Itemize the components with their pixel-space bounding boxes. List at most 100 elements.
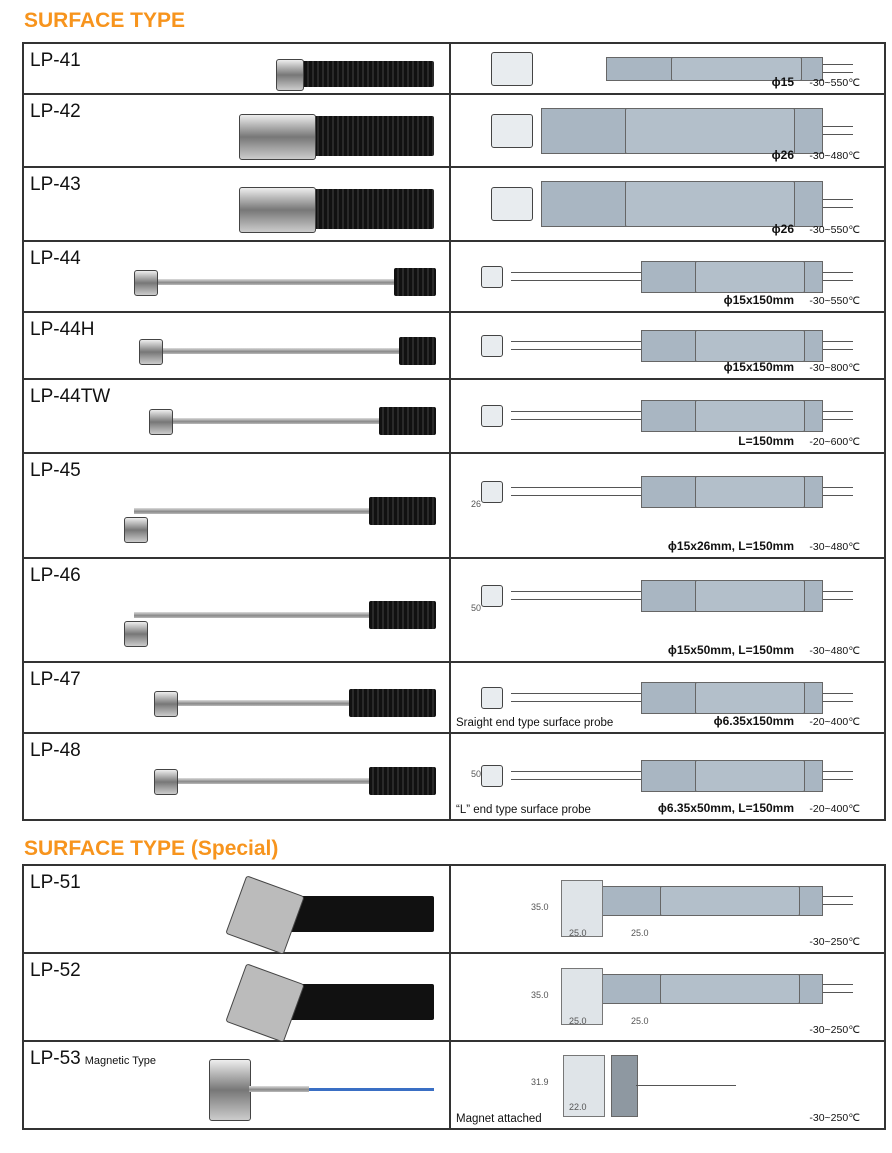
probe-handle <box>299 60 434 87</box>
drawing-rod <box>511 419 641 420</box>
drawing-sleeve <box>695 759 805 792</box>
probe-photo-cell: LP-45 <box>24 454 451 557</box>
drawing-wire <box>823 125 853 127</box>
drawing-caption: “L” end type surface probe <box>456 804 591 816</box>
table-row: LP-43 ϕ26 -30~550℃ <box>24 168 884 242</box>
model-label: LP-46 <box>30 565 81 587</box>
temperature-range: -30~550℃ <box>809 77 860 89</box>
drawing-rod <box>511 279 641 281</box>
drawing-wire <box>823 419 853 420</box>
drawing-end-view <box>491 51 533 86</box>
probe-photo-cell: LP-41 <box>24 44 451 93</box>
drawing-wire <box>823 348 853 350</box>
drawing-sleeve <box>695 475 805 508</box>
drawing-sleeve <box>670 56 802 81</box>
probe-handle <box>369 601 436 629</box>
probe-drawing-cell: ϕ26 -30~480℃ <box>451 95 884 166</box>
dimension-label: 25.0 <box>631 1016 649 1026</box>
model-label: LP-47 <box>30 669 81 691</box>
probe-handle <box>289 896 434 932</box>
probe-photo-cell: LP-44TW <box>24 380 451 452</box>
probe-rod <box>144 278 394 285</box>
temperature-range: -30~250℃ <box>809 1024 860 1036</box>
drawing-sleeve <box>695 580 805 612</box>
spec-label: ϕ15 <box>771 75 794 89</box>
dimension-label: 25.0 <box>569 928 587 938</box>
drawing-rod <box>511 591 641 592</box>
model-name: LP-43 <box>30 174 81 195</box>
temperature-range: -20~400℃ <box>809 803 860 815</box>
dimension-label: 25.0 <box>569 1016 587 1026</box>
model-label: LP-44H <box>30 319 94 341</box>
probe-tip <box>139 338 163 365</box>
probe-drawing-cell: 31.9 22.0 -30~250℃ Magnet attached <box>451 1042 884 1128</box>
temperature-range: -30~480℃ <box>809 541 860 553</box>
drawing-sleeve <box>625 107 795 154</box>
drawing-wire <box>823 896 853 897</box>
drawing-wire <box>823 486 853 488</box>
temperature-range: -30~480℃ <box>809 150 860 162</box>
dimension-label: 31.9 <box>531 1077 549 1087</box>
drawing-wire <box>823 411 853 412</box>
drawing-rod <box>511 271 641 273</box>
drawing-rod <box>511 486 641 488</box>
temperature-range: -30~250℃ <box>809 936 860 948</box>
drawing-wire <box>823 494 853 496</box>
drawing-rod <box>511 770 641 772</box>
probe-tip <box>134 269 158 296</box>
dimension-label: 22.0 <box>569 1102 587 1112</box>
probe-drawing-cell: ϕ15x150mm -30~550℃ <box>451 242 884 311</box>
drawing-end-view <box>491 113 533 148</box>
model-name: LP-47 <box>30 669 81 690</box>
drawing-caption: Magnet attached <box>456 1113 542 1125</box>
probe-photo-cell: LP-42 <box>24 95 451 166</box>
dimension-label: 50 <box>471 603 482 613</box>
table-row: LP-47 ϕ6.35x150mm -20~400℃ Sraight end type… <box>24 663 884 734</box>
spec-label: ϕ6.35x50mm, L=150mm <box>657 801 794 815</box>
spec-label: ϕ26 <box>771 222 794 236</box>
model-label: LP-48 <box>30 740 81 762</box>
spec-label: ϕ15x150mm <box>723 293 794 307</box>
model-name: LP-48 <box>30 740 81 761</box>
drawing-wire <box>823 984 853 985</box>
drawing-wire <box>823 340 853 342</box>
drawing-wire <box>823 271 853 273</box>
probe-drawing-cell: ϕ15 -30~550℃ <box>451 44 884 93</box>
drawing-wire <box>823 591 853 592</box>
drawing-end-view <box>491 187 533 221</box>
model-name: LP-42 <box>30 101 81 122</box>
model-label: LP-52 <box>30 960 81 982</box>
drawing-end-view <box>481 686 503 709</box>
drawing-rod <box>511 340 641 342</box>
drawing-wire <box>636 1085 736 1086</box>
probe-tip <box>239 187 316 233</box>
model-name: LP-41 <box>30 50 81 71</box>
drawing-wire <box>823 207 853 208</box>
probe-handle <box>314 189 434 229</box>
model-note: Magnetic Type <box>84 1055 157 1067</box>
model-name: LP-46 <box>30 565 81 586</box>
surface-type-table: LP-41 ϕ15 -30~550℃ LP-42 ϕ26 -30~480℃ LP-43 ϕ26… <box>22 42 886 821</box>
model-name: LP-45 <box>30 460 81 481</box>
spec-label: ϕ15x50mm, L=150mm <box>667 643 794 657</box>
drawing-wire <box>823 992 853 993</box>
probe-tip <box>225 963 305 1043</box>
model-name: LP-53 <box>30 1048 81 1069</box>
probe-handle <box>349 688 436 717</box>
drawing-sleeve <box>695 329 805 362</box>
model-name: LP-52 <box>30 960 81 981</box>
temperature-range: -20~600℃ <box>809 436 860 448</box>
probe-cable <box>309 1088 434 1091</box>
model-label: LP-42 <box>30 101 81 123</box>
probe-drawing-cell: ϕ26 -30~550℃ <box>451 168 884 240</box>
probe-rod <box>164 777 369 784</box>
probe-drawing-cell: 50 ϕ15x50mm, L=150mm -30~480℃ <box>451 559 884 661</box>
probe-handle <box>369 766 436 795</box>
probe-tip <box>124 516 148 543</box>
table-row: LP-44H ϕ15x150mm -30~800℃ <box>24 313 884 380</box>
drawing-wire <box>823 770 853 772</box>
temperature-range: -30~800℃ <box>809 362 860 374</box>
drawing-rod <box>511 692 641 694</box>
drawing-wire <box>823 63 853 65</box>
model-label: LP-51 <box>30 872 81 894</box>
